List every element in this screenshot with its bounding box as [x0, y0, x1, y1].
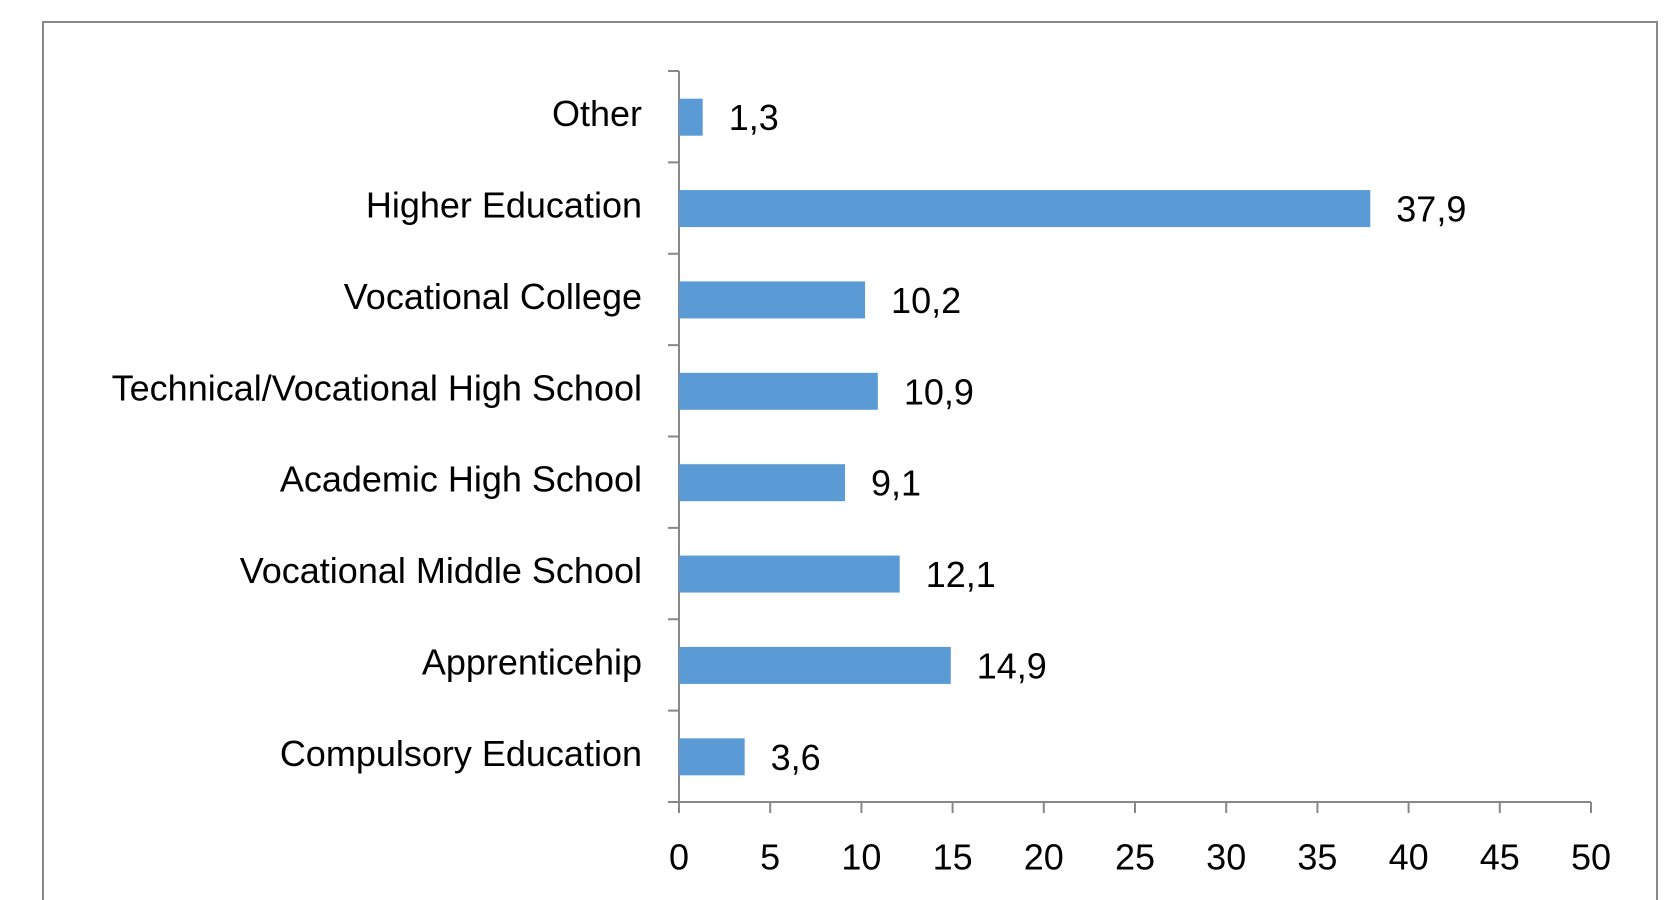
y-tick-label: Apprenticehip [422, 641, 642, 682]
x-tick-label: 35 [1297, 837, 1337, 878]
x-tick-label: 40 [1389, 837, 1429, 878]
bar [679, 281, 866, 319]
value-label: 14,9 [977, 645, 1047, 686]
chart-border [42, 21, 1658, 900]
value-label: 9,1 [871, 463, 921, 504]
bar [679, 98, 703, 136]
bar [679, 555, 900, 593]
bar [679, 464, 845, 502]
y-tick-label: Other [552, 93, 642, 134]
bar [679, 190, 1371, 228]
value-label: 1,3 [729, 97, 779, 138]
x-tick-label: 10 [841, 837, 881, 878]
y-tick-label: Technical/Vocational High School [112, 367, 642, 408]
value-label: 10,2 [891, 280, 961, 321]
x-tick-label: 45 [1480, 837, 1520, 878]
y-tick-label: Compulsory Education [280, 733, 642, 774]
value-label: 12,1 [926, 554, 996, 595]
x-tick-label: 20 [1024, 837, 1064, 878]
y-tick-label: Vocational College [344, 276, 642, 317]
y-tick-label: Higher Education [366, 185, 642, 226]
value-label: 3,6 [771, 737, 821, 778]
y-tick-label: Academic High School [280, 459, 642, 500]
bar [679, 372, 878, 410]
y-tick-label: Vocational Middle School [240, 550, 642, 591]
value-label: 10,9 [904, 371, 974, 412]
x-tick-label: 50 [1571, 837, 1611, 878]
x-tick-label: 0 [669, 837, 689, 878]
bar [679, 646, 951, 684]
x-tick-label: 25 [1115, 837, 1155, 878]
bar [679, 738, 745, 776]
value-label: 37,9 [1396, 189, 1466, 230]
x-tick-label: 5 [760, 837, 780, 878]
x-tick-label: 15 [933, 837, 973, 878]
x-tick-label: 30 [1206, 837, 1246, 878]
